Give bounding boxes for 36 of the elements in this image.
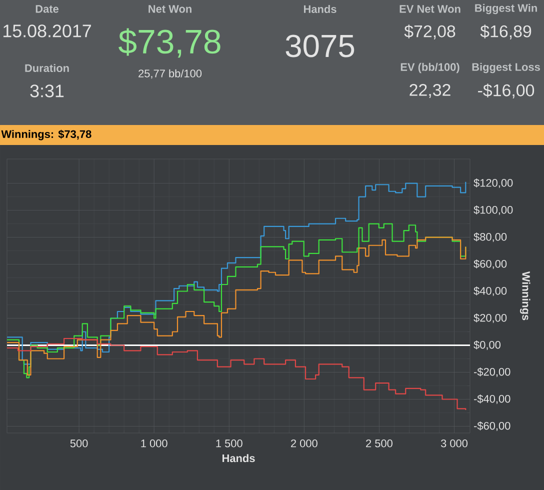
y-tick-label: -$60,00 — [474, 421, 510, 431]
text: 25,77 bb/100 — [138, 69, 202, 79]
y-tick-label: $40,00 — [474, 286, 507, 296]
y-tick-label: $60,00 — [474, 260, 507, 270]
x-tick-label: 2 000 — [291, 440, 318, 448]
text: 3075 — [286, 34, 354, 58]
y-axis-title: Winnings — [520, 271, 530, 320]
text: Duration — [25, 64, 69, 72]
y-tick-label: $20,00 — [474, 314, 507, 324]
text: $16,89 — [480, 24, 532, 40]
y-tick-label: $80,00 — [474, 232, 507, 242]
y-tick-label: $0,00 — [474, 340, 501, 350]
text: $73,78 — [118, 28, 220, 58]
text: 15.08.2017 — [3, 24, 91, 38]
x-tick-label: 1 000 — [141, 440, 168, 448]
text: Date — [36, 5, 59, 13]
y-tick-label: $100,00 — [474, 206, 513, 216]
text: Net Won — [148, 5, 192, 13]
y-tick-label: -$40,00 — [474, 394, 510, 404]
text: EV Net Won — [400, 5, 460, 13]
x-tick-label: 3 000 — [440, 440, 468, 448]
text: Hands — [304, 4, 336, 14]
chart-title: Winnings: $73,78 — [1, 130, 92, 140]
x-tick-label: 2 500 — [366, 440, 392, 448]
text: 3:31 — [30, 84, 64, 98]
x-axis-title: Hands — [222, 454, 255, 462]
text: $72,08 — [404, 24, 456, 40]
text: Biggest Loss — [472, 62, 540, 74]
text: Biggest Win — [475, 4, 537, 14]
text: 22,32 — [410, 84, 450, 98]
text: EV (bb/100) — [400, 62, 460, 74]
y-tick-label: $120,00 — [474, 178, 513, 188]
x-tick-label: 500 — [70, 440, 88, 448]
x-tick-label: 1 500 — [216, 440, 242, 448]
y-tick-label: -$20,00 — [474, 367, 510, 378]
text: -$16,00 — [478, 84, 534, 98]
